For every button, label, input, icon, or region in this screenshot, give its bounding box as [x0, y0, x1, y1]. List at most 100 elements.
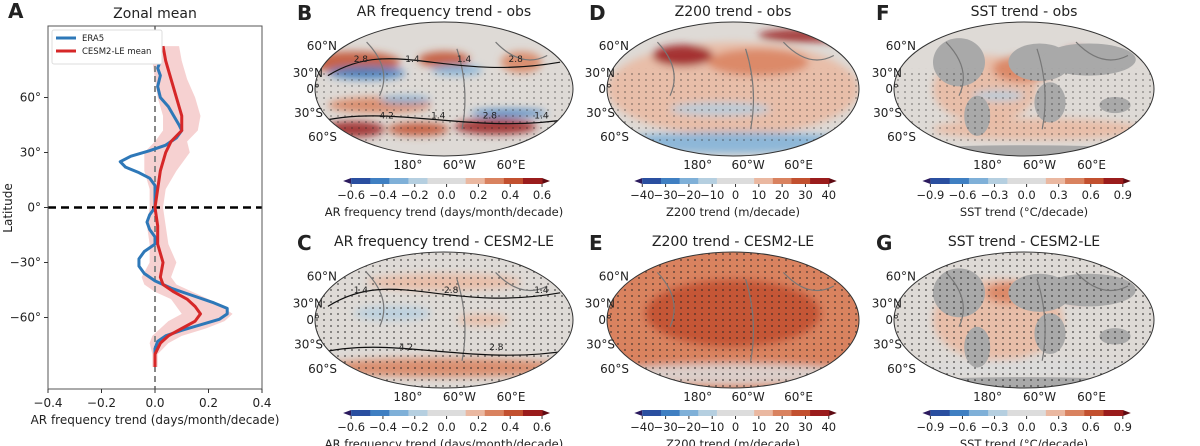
- lon-label: 60°E: [1077, 158, 1106, 172]
- colorbar-segment: [791, 178, 811, 184]
- panel-title: SST trend - obs: [971, 4, 1078, 20]
- colorbar-segment: [642, 178, 662, 184]
- colorbar-tick-label: 0.6: [1082, 420, 1100, 434]
- colorbar-segment: [660, 410, 681, 416]
- lat-label: 0°: [306, 82, 320, 96]
- map-field: 2.8 4.2 1.4 1.4 1.4 2.8 2.8 1.4: [315, 22, 573, 156]
- lat-label: 60°S: [600, 362, 629, 376]
- colorbar-label: SST trend (°C/decade): [960, 437, 1088, 446]
- colorbar-tick-label: 0.0: [437, 420, 455, 434]
- colorbar-tick-label: 0: [732, 188, 739, 202]
- coastlines: [656, 41, 835, 130]
- colorbar-tick-label: 10: [752, 420, 767, 434]
- lat-label: 30°S: [586, 106, 615, 120]
- colorbar-tick-label: 30: [798, 188, 813, 202]
- legend-entry: ERA5: [82, 34, 104, 44]
- panel-title: AR frequency trend - CESM2-LE: [334, 234, 554, 250]
- colorbar-extend-low: [922, 410, 931, 416]
- colorbar-tick-label: 0: [732, 420, 739, 434]
- colorbar-segment: [484, 410, 505, 416]
- colorbar-segment: [1103, 178, 1124, 184]
- map-outline: [314, 21, 574, 157]
- lon-label: 60°W: [443, 158, 476, 172]
- colorbar-segment: [930, 410, 951, 416]
- colorbar-extend-high: [542, 178, 551, 184]
- colorbar-segment: [988, 410, 1008, 416]
- colorbar-label: AR frequency trend (days/month/decade): [325, 437, 563, 446]
- colorbar-segment: [968, 178, 989, 184]
- panel-title: SST trend - CESM2-LE: [948, 234, 1100, 250]
- colorbar-tick-label: −20: [677, 188, 701, 202]
- lat-label: 30°N: [293, 297, 323, 311]
- colorbar-segment: [660, 178, 681, 184]
- colorbar-segment: [465, 178, 486, 184]
- lat-label: 60°S: [308, 362, 337, 376]
- significance-stipple: [315, 252, 573, 388]
- lon-label: 180°: [393, 158, 422, 172]
- map-field: [894, 22, 1154, 156]
- map-outline: [606, 251, 860, 389]
- colorbar-tick-label: 0.3: [1050, 188, 1068, 202]
- panel-title: AR frequency trend - obs: [357, 4, 531, 20]
- colorbar-tick-label: −0.3: [981, 188, 1009, 202]
- panel-title: Z200 trend - obs: [675, 4, 792, 20]
- lat-label: 30°S: [294, 337, 323, 351]
- lon-label: 180°: [393, 390, 422, 404]
- series-line-era5: [118, 45, 229, 367]
- panel-letter: A: [8, 0, 24, 23]
- colorbar-segment: [1026, 410, 1047, 416]
- contour-label: 2.8: [444, 286, 459, 296]
- colorbar-segment: [716, 178, 737, 184]
- colorbar-tick-label: −40: [630, 188, 654, 202]
- colorbar-label: AR frequency trend (days/month/decade): [325, 205, 563, 219]
- x-tick-label: 0.4: [252, 396, 271, 410]
- legend-box: [51, 29, 163, 65]
- map-panel-f: F SST trend - obs 60°N 30°N 0° 30°S 60°S 180° 60…: [872, 1, 1155, 219]
- coastlines: [656, 271, 835, 361]
- colorbar-label: SST trend (°C/decade): [960, 205, 1088, 219]
- colorbar-segment: [754, 178, 774, 184]
- colorbar-tick-label: 40: [821, 188, 836, 202]
- contour-label: 2.8: [483, 111, 498, 121]
- colorbar-tick-label: −0.2: [401, 188, 429, 202]
- y-tick-label: −60°: [10, 311, 41, 325]
- colorbar-tick-label: 20: [775, 420, 790, 434]
- colorbar-extend-high: [828, 178, 837, 184]
- lat-label: 30°N: [872, 66, 902, 80]
- colorbar-segment: [772, 178, 792, 184]
- colorbar-segment: [522, 178, 543, 184]
- climatology-contours: [315, 58, 573, 125]
- lat-label: 30°S: [873, 106, 902, 120]
- colorbar-segment: [1026, 178, 1047, 184]
- lat-label: 0°: [598, 82, 612, 96]
- lat-label: 60°N: [599, 269, 629, 283]
- colorbar-tick-label: −0.4: [369, 188, 397, 202]
- colorbar-segment: [754, 410, 774, 416]
- colorbar-segment: [930, 178, 951, 184]
- colorbar-segment: [968, 410, 989, 416]
- colorbar-segment: [427, 410, 448, 416]
- colorbar-segment: [791, 410, 811, 416]
- lon-label: 180°: [683, 158, 712, 172]
- colorbar-segment: [370, 178, 390, 184]
- lon-label: 60°E: [497, 158, 526, 172]
- colorbar-extend-high: [1122, 410, 1131, 416]
- lat-label: 30°S: [586, 337, 615, 351]
- colorbar-tick-label: −10: [700, 420, 724, 434]
- lon-label: 60°W: [443, 390, 476, 404]
- map-panel-c: C AR frequency trend - CESM2-LE 1.4 4.2 2.8 2…: [293, 231, 574, 446]
- map-outline: [893, 251, 1155, 389]
- colorbar-tick-label: −0.9: [916, 188, 944, 202]
- colorbar-tick-label: 0.0: [1017, 188, 1035, 202]
- colorbar-segment: [679, 410, 699, 416]
- lat-label: 30°N: [293, 66, 323, 80]
- significance-stipple: [315, 68, 573, 143]
- colorbar-tick-label: −0.4: [369, 420, 397, 434]
- colorbar-segment: [1045, 178, 1066, 184]
- contour-label: 4.2: [399, 343, 413, 353]
- map-outline: [606, 21, 860, 157]
- colorbar-tick-label: −30: [653, 188, 677, 202]
- colorbar-segment: [698, 410, 718, 416]
- colorbar-segment: [351, 410, 371, 416]
- colorbar-segment: [949, 410, 970, 416]
